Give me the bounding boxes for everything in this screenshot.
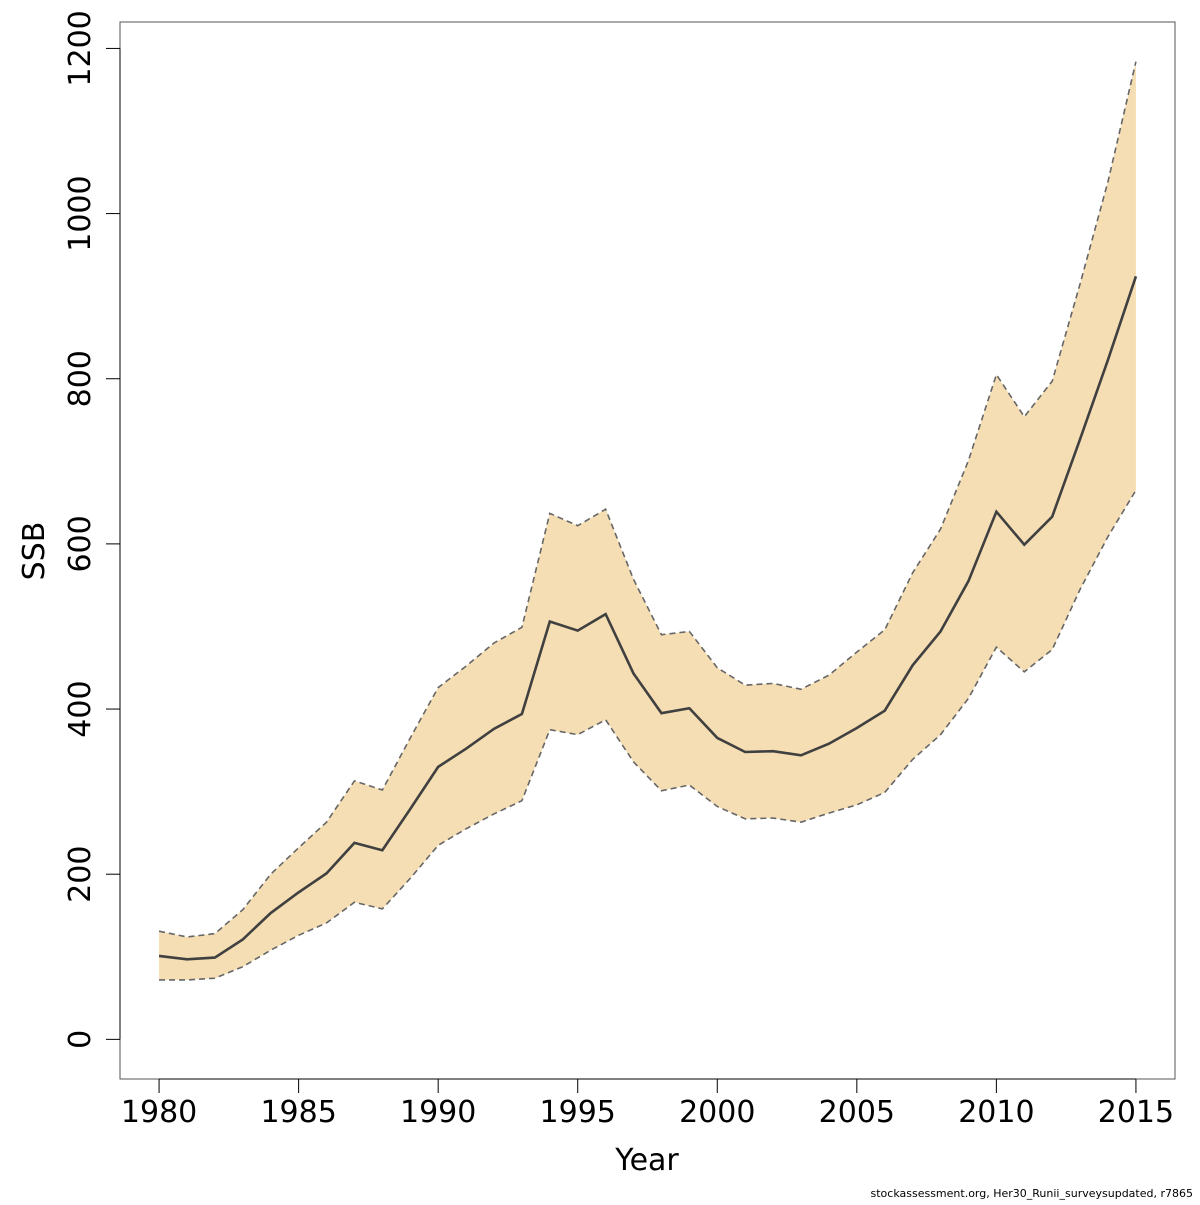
y-tick-label: 1200 (63, 10, 98, 86)
y-tick-label: 600 (63, 515, 98, 572)
y-tick-label: 0 (63, 1030, 98, 1049)
x-tick-label: 1985 (260, 1095, 336, 1130)
y-tick-label: 200 (63, 846, 98, 903)
x-tick-label: 1990 (400, 1095, 476, 1130)
footer-note: stockassessment.org, Her30_Runii_surveys… (871, 1187, 1194, 1200)
x-tick-label: 2000 (679, 1095, 755, 1130)
y-axis-title: SSB (17, 522, 52, 581)
x-tick-label: 1980 (121, 1095, 197, 1130)
ssb-estimate-line (158, 275, 1138, 961)
x-tick-label: 2015 (1098, 1095, 1174, 1130)
upper-bound-line (158, 61, 1137, 938)
confidence-band (159, 61, 1136, 980)
axis-layer: 1980 1985 1990 1995 2000 2005 2010 2015 0 200 400 6… (63, 10, 1174, 1130)
x-tick-label: 2005 (819, 1095, 895, 1130)
x-axis-title: Year (614, 1143, 679, 1178)
y-tick-label: 400 (63, 680, 98, 737)
lower-bound-line (159, 489, 1137, 981)
y-tick-label: 1000 (63, 175, 98, 251)
x-tick-label: 2010 (958, 1095, 1034, 1130)
y-tick-label: 800 (63, 350, 98, 407)
x-tick-label: 1995 (540, 1095, 616, 1130)
plot-layer (158, 61, 1138, 981)
